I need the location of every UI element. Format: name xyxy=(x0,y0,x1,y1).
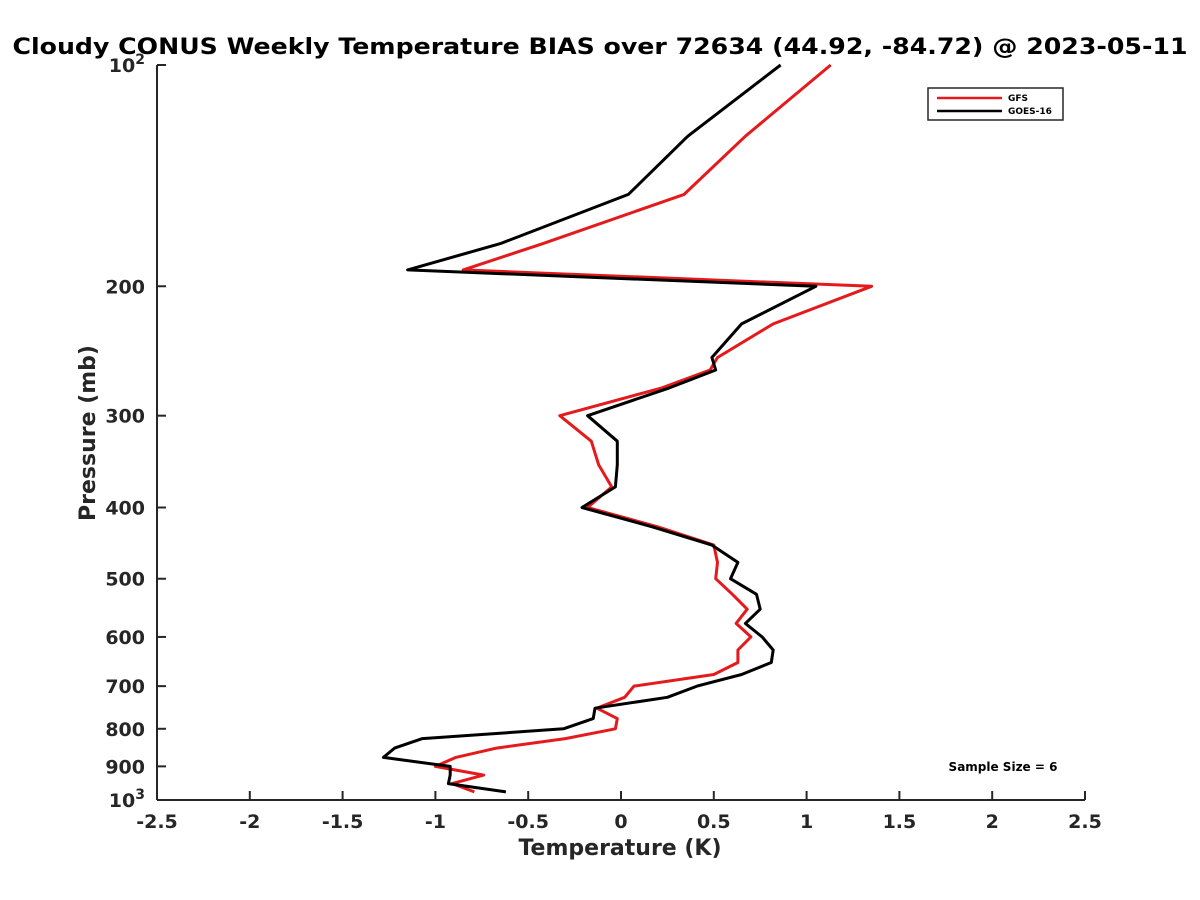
x-tick-label: -2.5 xyxy=(136,811,178,833)
y-tick-exponent: 3 xyxy=(135,787,145,803)
series-line-gfs xyxy=(433,63,874,794)
legend-entries: GFS GOES-16 xyxy=(937,94,1052,117)
x-tick-label: 1.5 xyxy=(883,811,917,833)
x-tick-label: -2 xyxy=(239,811,260,833)
y-tick-base: 10 xyxy=(109,55,135,77)
legend-box xyxy=(927,87,1064,121)
y-tick-label: 400 xyxy=(105,498,145,520)
y-tick-label: 200 xyxy=(105,276,145,298)
series-lines xyxy=(381,63,874,794)
x-tick-label: 1 xyxy=(800,811,813,833)
x-tick-label: -1 xyxy=(425,811,446,833)
y-tick-label: 103 xyxy=(109,787,145,812)
y-tick-label: 500 xyxy=(105,569,145,591)
y-tick-label: 102 xyxy=(109,52,145,77)
x-tick-label: 0 xyxy=(614,811,627,833)
plot-area: -2.5 -2 -1.5 -1 -0.5 0 0.5 1 1.5 2 2.5 10220030040… xyxy=(105,52,1102,833)
x-tick-label: 2.5 xyxy=(1068,811,1102,833)
y-tick-label: 600 xyxy=(105,627,145,649)
x-ticks: -2.5 -2 -1.5 -1 -0.5 0 0.5 1 1.5 2 2.5 xyxy=(136,791,1102,833)
legend-label: GOES-16 xyxy=(1008,107,1052,117)
chart-title: Cloudy CONUS Weekly Temperature BIAS ove… xyxy=(13,35,1188,60)
legend: GFS GOES-16 xyxy=(927,87,1064,121)
x-tick-label: 0.5 xyxy=(697,811,731,833)
y-tick-base: 10 xyxy=(109,790,135,812)
y-tick-label: 800 xyxy=(105,719,145,741)
legend-label: GFS xyxy=(1008,94,1028,104)
x-axis-label: Temperature (K) xyxy=(518,836,721,861)
y-axis-label: Pressure (mb) xyxy=(76,345,101,521)
y-tick-label: 700 xyxy=(105,676,145,698)
y-tick-label: 300 xyxy=(105,406,145,428)
sample-size-annotation: Sample Size = 6 xyxy=(949,760,1058,774)
y-tick-exponent: 2 xyxy=(135,52,145,68)
x-tick-label: 2 xyxy=(986,811,999,833)
y-tick-label: 900 xyxy=(105,756,145,778)
x-tick-label: -0.5 xyxy=(507,811,549,833)
series-line-goes-16 xyxy=(381,63,818,794)
x-tick-label: -1.5 xyxy=(322,811,364,833)
